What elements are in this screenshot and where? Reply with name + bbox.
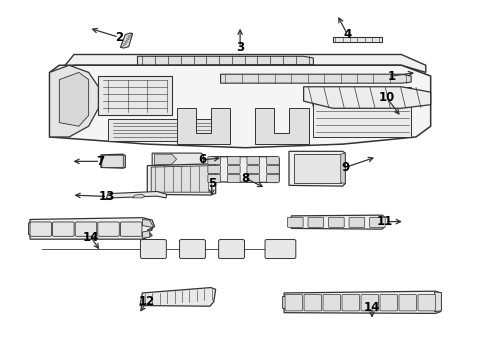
FancyBboxPatch shape: [208, 175, 220, 183]
Polygon shape: [176, 108, 230, 144]
Polygon shape: [151, 166, 212, 192]
FancyBboxPatch shape: [208, 157, 220, 165]
Polygon shape: [314, 87, 411, 137]
FancyBboxPatch shape: [52, 222, 74, 236]
Polygon shape: [211, 157, 279, 183]
Polygon shape: [108, 119, 216, 140]
FancyBboxPatch shape: [102, 155, 123, 167]
FancyBboxPatch shape: [208, 166, 220, 174]
Text: 4: 4: [343, 28, 352, 41]
Polygon shape: [133, 194, 145, 198]
Polygon shape: [255, 108, 309, 144]
FancyBboxPatch shape: [75, 222, 97, 236]
FancyBboxPatch shape: [247, 166, 260, 174]
Polygon shape: [152, 166, 206, 181]
FancyBboxPatch shape: [267, 166, 279, 174]
Text: 3: 3: [236, 41, 244, 54]
FancyBboxPatch shape: [98, 222, 119, 236]
FancyBboxPatch shape: [247, 175, 260, 183]
FancyBboxPatch shape: [369, 217, 385, 227]
Polygon shape: [101, 154, 125, 168]
Text: 9: 9: [341, 161, 349, 174]
Text: 8: 8: [241, 172, 249, 185]
FancyBboxPatch shape: [247, 157, 260, 165]
FancyBboxPatch shape: [361, 294, 379, 311]
FancyBboxPatch shape: [265, 239, 296, 258]
Polygon shape: [106, 192, 167, 200]
FancyBboxPatch shape: [227, 175, 240, 183]
Text: 14: 14: [364, 301, 380, 314]
Text: 13: 13: [99, 190, 115, 203]
Polygon shape: [147, 164, 216, 195]
Polygon shape: [220, 74, 411, 83]
Polygon shape: [28, 222, 36, 235]
Polygon shape: [284, 291, 441, 314]
Polygon shape: [289, 151, 345, 186]
Text: 10: 10: [379, 91, 395, 104]
FancyBboxPatch shape: [227, 157, 240, 165]
FancyBboxPatch shape: [349, 217, 365, 227]
FancyBboxPatch shape: [219, 239, 245, 258]
Polygon shape: [304, 87, 431, 108]
Text: 11: 11: [377, 215, 393, 228]
FancyBboxPatch shape: [227, 166, 240, 174]
Polygon shape: [121, 33, 133, 48]
Text: 1: 1: [388, 69, 395, 82]
FancyBboxPatch shape: [418, 294, 436, 311]
Polygon shape: [98, 76, 172, 116]
Polygon shape: [333, 37, 382, 42]
Polygon shape: [138, 56, 314, 65]
FancyBboxPatch shape: [342, 294, 360, 311]
FancyBboxPatch shape: [179, 239, 205, 258]
FancyBboxPatch shape: [30, 222, 51, 236]
FancyBboxPatch shape: [323, 294, 341, 311]
FancyBboxPatch shape: [288, 217, 303, 227]
Text: 14: 14: [83, 231, 99, 244]
FancyBboxPatch shape: [267, 175, 279, 183]
Polygon shape: [59, 54, 426, 72]
Polygon shape: [152, 153, 203, 166]
FancyBboxPatch shape: [121, 222, 142, 236]
Polygon shape: [155, 154, 176, 165]
Polygon shape: [292, 215, 384, 229]
FancyBboxPatch shape: [141, 239, 166, 258]
FancyBboxPatch shape: [399, 294, 416, 311]
Polygon shape: [30, 218, 155, 239]
Polygon shape: [341, 153, 345, 184]
FancyBboxPatch shape: [304, 294, 321, 311]
Polygon shape: [140, 288, 216, 306]
Text: 6: 6: [198, 153, 206, 166]
Polygon shape: [143, 220, 153, 238]
Text: 2: 2: [115, 31, 123, 44]
Text: 12: 12: [139, 295, 155, 308]
Polygon shape: [435, 292, 441, 312]
FancyBboxPatch shape: [380, 294, 397, 311]
FancyBboxPatch shape: [308, 217, 324, 227]
Polygon shape: [49, 65, 431, 148]
Polygon shape: [283, 296, 290, 309]
Polygon shape: [59, 72, 89, 126]
FancyBboxPatch shape: [267, 157, 279, 165]
Text: 5: 5: [208, 177, 216, 190]
Text: 7: 7: [97, 155, 104, 168]
FancyBboxPatch shape: [285, 294, 303, 311]
Polygon shape: [49, 65, 98, 137]
FancyBboxPatch shape: [329, 217, 344, 227]
Polygon shape: [294, 154, 341, 183]
